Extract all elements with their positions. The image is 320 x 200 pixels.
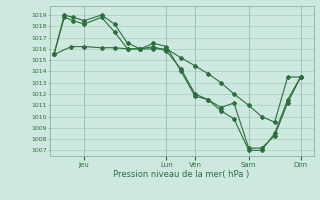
X-axis label: Pression niveau de la mer( hPa ): Pression niveau de la mer( hPa ) xyxy=(114,170,250,179)
